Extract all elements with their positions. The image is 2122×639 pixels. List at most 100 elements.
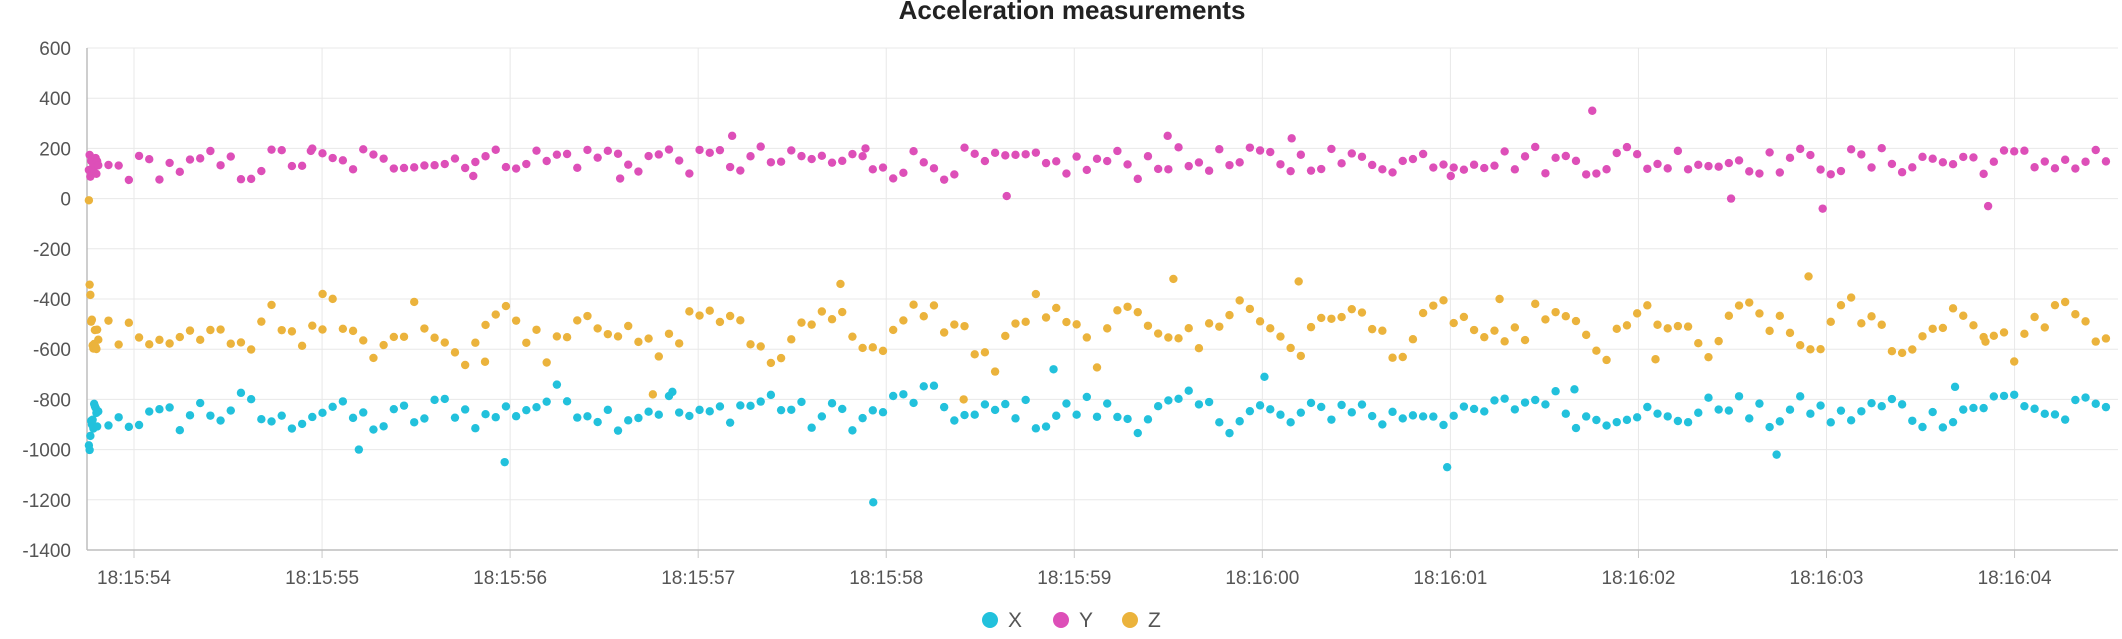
- y-tick-labels: 600 400 200 0 -200 -400 -600 -800 -1000 -1200 -140…: [22, 39, 71, 562]
- data-point: [1500, 147, 1509, 156]
- data-point: [2040, 409, 2049, 418]
- data-point: [817, 412, 827, 421]
- data-point: [725, 162, 735, 172]
- data-point: [1651, 355, 1660, 364]
- data-point: [858, 151, 867, 161]
- data-point: [1439, 420, 1448, 430]
- data-point: [1795, 341, 1805, 350]
- legend: X Y Z: [982, 609, 1161, 632]
- data-point: [2020, 401, 2029, 411]
- data-point: [1490, 326, 1499, 335]
- data-point: [1174, 334, 1183, 343]
- data-point: [1378, 420, 1387, 429]
- data-point: [430, 395, 439, 405]
- data-point: [216, 161, 225, 170]
- data-point: [1103, 156, 1112, 166]
- data-point: [1204, 319, 1214, 328]
- data-point: [899, 390, 908, 399]
- x-tick-label: 18:16:01: [1413, 568, 1487, 589]
- data-point: [1031, 289, 1041, 299]
- x-tick-label: 18:15:58: [849, 568, 923, 589]
- data-point: [648, 390, 658, 399]
- data-point: [1164, 333, 1173, 342]
- data-point: [1011, 414, 1020, 423]
- data-point: [1113, 306, 1122, 315]
- data-point: [2050, 164, 2060, 173]
- data-point: [2071, 310, 2080, 319]
- data-point: [1622, 321, 1632, 330]
- data-point: [491, 413, 500, 422]
- data-point: [226, 152, 235, 161]
- data-point: [114, 161, 123, 170]
- data-point: [1510, 323, 1520, 332]
- data-point: [1673, 321, 1683, 331]
- data-point: [552, 332, 562, 341]
- data-point: [1734, 301, 1744, 310]
- data-point: [1052, 411, 1061, 420]
- y-tick-label: 0: [60, 190, 71, 211]
- data-point: [206, 411, 215, 420]
- data-point: [216, 325, 225, 334]
- data-point: [1495, 294, 1504, 304]
- data-point: [766, 158, 776, 167]
- data-point: [1103, 324, 1112, 333]
- data-point: [88, 415, 97, 424]
- data-point: [756, 142, 765, 151]
- data-point: [84, 196, 94, 205]
- x-tick-label: 18:16:03: [1790, 568, 1864, 589]
- data-point: [2081, 317, 2090, 326]
- data-point: [1806, 409, 1815, 418]
- data-point: [725, 311, 735, 321]
- data-point: [1317, 402, 1326, 412]
- legend-item-y[interactable]: Y: [1053, 609, 1093, 632]
- data-point: [848, 332, 857, 341]
- data-point: [950, 170, 959, 179]
- data-point: [1541, 169, 1550, 178]
- data-point: [1143, 152, 1153, 161]
- data-point: [807, 320, 816, 329]
- data-point: [1235, 417, 1244, 426]
- data-point: [1632, 149, 1642, 159]
- data-point: [1969, 321, 1978, 330]
- data-point: [1367, 324, 1377, 334]
- data-point: [603, 329, 613, 339]
- data-point: [267, 145, 276, 154]
- data-point: [1388, 168, 1397, 177]
- data-point: [92, 422, 102, 431]
- legend-item-z[interactable]: Z: [1122, 609, 1161, 632]
- data-point: [888, 174, 898, 183]
- data-point: [1260, 372, 1269, 382]
- data-point: [2010, 147, 2019, 156]
- data-point: [1133, 428, 1142, 438]
- data-point: [1561, 409, 1571, 418]
- data-point: [1082, 165, 1092, 175]
- data-point: [1745, 414, 1754, 423]
- data-point: [1785, 328, 1795, 338]
- data-point: [440, 338, 449, 347]
- data-point: [1734, 156, 1744, 165]
- data-point: [776, 353, 786, 363]
- data-point: [1592, 169, 1601, 178]
- data-point: [1588, 106, 1597, 115]
- legend-item-x[interactable]: X: [982, 609, 1022, 632]
- grid-lines: [87, 47, 2118, 551]
- data-point: [1948, 417, 1958, 427]
- data-point: [869, 498, 878, 507]
- data-point: [420, 324, 429, 333]
- data-point: [1429, 412, 1438, 421]
- data-point: [1133, 307, 1142, 317]
- data-point: [1999, 328, 2009, 337]
- data-point: [1367, 411, 1377, 421]
- data-point: [1755, 399, 1764, 408]
- data-point: [1245, 304, 1255, 314]
- data-point: [1266, 405, 1275, 414]
- data-point: [715, 402, 725, 411]
- data-point: [134, 333, 144, 342]
- data-point: [583, 412, 592, 421]
- data-point: [2091, 399, 2100, 408]
- data-point: [970, 149, 979, 159]
- data-point: [603, 146, 613, 156]
- data-point: [807, 154, 816, 164]
- data-point: [919, 158, 928, 167]
- data-point: [1857, 150, 1866, 159]
